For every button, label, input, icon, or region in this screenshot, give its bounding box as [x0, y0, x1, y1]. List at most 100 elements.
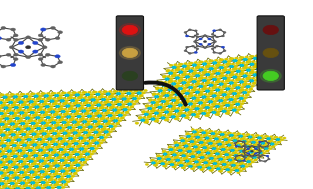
Circle shape — [265, 143, 269, 144]
Circle shape — [195, 164, 199, 166]
Circle shape — [213, 61, 217, 64]
Circle shape — [244, 64, 248, 66]
Circle shape — [240, 88, 244, 91]
Circle shape — [0, 126, 1, 129]
Circle shape — [205, 98, 209, 100]
Circle shape — [75, 112, 79, 115]
Circle shape — [84, 142, 89, 145]
Circle shape — [6, 53, 11, 56]
Circle shape — [44, 154, 48, 157]
Circle shape — [33, 41, 38, 45]
Circle shape — [90, 129, 94, 131]
Circle shape — [249, 79, 254, 82]
Circle shape — [229, 65, 234, 68]
Circle shape — [34, 131, 38, 133]
Circle shape — [101, 106, 105, 108]
Circle shape — [25, 117, 30, 119]
Circle shape — [201, 169, 204, 170]
Circle shape — [57, 152, 60, 154]
Circle shape — [38, 109, 42, 111]
Circle shape — [172, 166, 175, 168]
Circle shape — [241, 137, 244, 139]
Circle shape — [209, 169, 212, 171]
Circle shape — [211, 87, 215, 89]
Circle shape — [57, 156, 61, 158]
Circle shape — [214, 67, 218, 69]
Circle shape — [194, 115, 198, 118]
Circle shape — [85, 153, 90, 156]
Circle shape — [200, 144, 203, 146]
Circle shape — [45, 165, 49, 167]
Circle shape — [190, 153, 193, 155]
Circle shape — [3, 126, 7, 128]
Circle shape — [192, 89, 196, 91]
Circle shape — [33, 184, 37, 186]
Circle shape — [104, 96, 107, 98]
Circle shape — [38, 58, 43, 60]
Circle shape — [73, 151, 76, 153]
Circle shape — [10, 164, 14, 166]
Circle shape — [52, 152, 56, 154]
Circle shape — [190, 75, 193, 77]
Circle shape — [215, 133, 218, 135]
Circle shape — [219, 29, 222, 31]
Circle shape — [206, 82, 210, 84]
Circle shape — [167, 75, 170, 78]
Circle shape — [202, 87, 205, 90]
Circle shape — [13, 95, 18, 98]
Circle shape — [194, 149, 198, 151]
Circle shape — [234, 74, 238, 76]
Circle shape — [205, 81, 209, 84]
Circle shape — [206, 165, 209, 167]
Circle shape — [77, 156, 80, 159]
Circle shape — [77, 146, 81, 148]
Circle shape — [195, 148, 198, 150]
Circle shape — [53, 143, 58, 146]
Circle shape — [206, 149, 209, 151]
Circle shape — [68, 157, 72, 159]
Circle shape — [56, 157, 60, 159]
Circle shape — [89, 144, 92, 147]
Circle shape — [203, 68, 207, 70]
Circle shape — [26, 128, 31, 130]
Circle shape — [142, 110, 146, 112]
Circle shape — [28, 131, 32, 133]
Circle shape — [254, 65, 258, 67]
Circle shape — [73, 113, 77, 115]
Circle shape — [271, 138, 274, 140]
Circle shape — [67, 134, 71, 136]
Circle shape — [168, 146, 171, 148]
Circle shape — [178, 79, 182, 81]
Circle shape — [93, 139, 97, 141]
Circle shape — [195, 129, 198, 131]
Circle shape — [235, 150, 238, 152]
Circle shape — [24, 136, 28, 138]
Circle shape — [235, 79, 239, 81]
Circle shape — [230, 142, 233, 144]
Circle shape — [248, 67, 252, 69]
Circle shape — [1, 115, 5, 118]
Circle shape — [38, 97, 42, 99]
Circle shape — [102, 129, 105, 131]
Circle shape — [230, 161, 233, 163]
Circle shape — [165, 86, 168, 88]
Circle shape — [242, 137, 245, 139]
Circle shape — [31, 142, 34, 144]
Circle shape — [199, 94, 203, 96]
Circle shape — [213, 135, 216, 137]
Circle shape — [56, 141, 59, 143]
Circle shape — [238, 61, 241, 64]
Circle shape — [87, 123, 90, 125]
Circle shape — [235, 57, 238, 59]
Circle shape — [224, 58, 228, 60]
Circle shape — [151, 101, 156, 104]
Circle shape — [99, 136, 104, 139]
Circle shape — [83, 91, 87, 94]
Circle shape — [184, 84, 188, 87]
Circle shape — [193, 134, 197, 136]
Circle shape — [32, 174, 35, 176]
Circle shape — [120, 106, 124, 108]
Circle shape — [159, 160, 162, 162]
Circle shape — [96, 133, 100, 136]
Circle shape — [173, 72, 177, 74]
